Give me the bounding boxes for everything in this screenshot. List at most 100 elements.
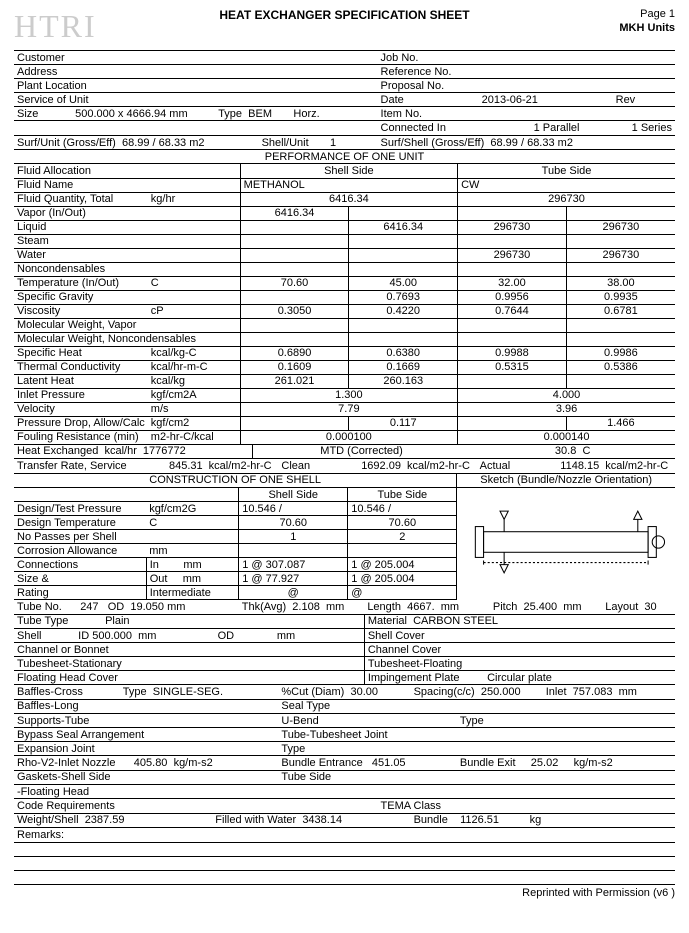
he-unit: kcal/hr [104,445,136,457]
out-label: Out [150,573,168,585]
thk-unit: mm [326,601,344,613]
layout-value: 30 [644,601,656,613]
customer-label: Customer [14,51,378,65]
tc-t-out: 0.5386 [566,360,675,374]
vel-t: 3.96 [458,402,675,416]
int-s: @ [239,586,348,600]
fr-t: 0.000140 [458,430,675,444]
mechanical-table: Tube Type Plain Material CARBON STEEL Sh… [14,615,675,686]
code-label: Code Requirements [14,799,378,813]
type-label2: Type [457,714,675,728]
surfshell-value: 68.99 / 68.33 m2 [490,137,573,149]
ws-value: 2387.59 [85,814,125,826]
sheet-title: HEAT EXCHANGER SPECIFICATION SHEET [14,8,675,22]
plant-label: Plant Location [14,79,378,93]
qty-label: Fluid Quantity, Total [14,192,148,206]
pd-t-calc: 1.466 [566,416,675,430]
bx-value: 25.02 [531,757,559,769]
imp-value: Circular plate [487,672,552,684]
water-label: Water [14,248,240,262]
water-t-in: 296730 [458,248,567,262]
tt-label: Tube Type [17,615,68,627]
units-label: MKH Units [619,22,675,34]
od-value: 19.050 [130,601,164,613]
size-row2: Connected In 1 Parallel 1 Series [14,121,675,135]
ts-float-label: Tubesheet-Floating [364,657,675,671]
type-value: BEM [248,108,272,120]
dt-label: Design Temperature [14,516,146,530]
dt-t: 70.60 [348,516,457,530]
lh-label: Latent Heat [14,374,148,388]
out-mm: mm [183,573,201,585]
ttj-label: Tube-Tubesheet Joint [278,728,675,742]
thk-value: 2.108 [292,601,320,613]
visc-label: Viscosity [14,304,148,318]
int-t: @ [348,586,457,600]
mwv-label: Molecular Weight, Vapor [14,318,240,332]
liquid-s-out: 6416.34 [349,220,458,234]
dt-s: 70.60 [239,516,348,530]
bc-type-value: SINGLE-SEG. [153,686,223,698]
footer-text: Reprinted with Permission (v6 ) [14,887,675,899]
lh-s-in: 261.021 [240,374,349,388]
sg-label: Specific Gravity [14,290,240,304]
propno-label: Proposal No. [378,79,675,93]
dtp-unit: kgf/cm2G [146,502,239,516]
alloc-label: Fluid Allocation [14,164,240,178]
lh-unit: kcal/kg [148,374,240,388]
vapor-t-in [458,206,567,220]
od-unit: mm [167,601,185,613]
shell-od-label: OD [218,630,235,642]
sh-label: Specific Heat [14,346,148,360]
conn-label: Connections [14,558,146,572]
int-label: Intermediate [146,586,239,600]
sh-t-in: 0.9988 [458,346,567,360]
series-value: 1 Series [632,122,672,134]
bc-cut-value: 30.00 [350,686,378,698]
refno-label: Reference No. [378,65,675,79]
mtd-label: MTD (Corrected) [252,445,470,459]
visc-t-in: 0.7644 [458,304,567,318]
np-s: 1 [239,530,348,544]
sh-s-out: 0.6380 [349,346,458,360]
size-label: Size [17,108,38,120]
tr-act: 1148.15 [530,459,603,473]
sketch-title: Sketch (Bundle/Nozzle Orientation) [457,474,675,488]
be-value: 451.05 [372,757,406,769]
vapor-s-out [349,206,458,220]
liquid-label: Liquid [14,220,240,234]
connin-label: Connected In [381,122,446,134]
in-t: 1 @ 205.004 [348,558,457,572]
tema-label: TEMA Class [378,799,675,813]
remarks-line2 [14,842,675,856]
he-value: 1776772 [140,445,252,459]
vapor-s-in: 6416.34 [240,206,349,220]
surfshell-label: Surf/Shell (Gross/Eff) [381,137,485,149]
mtd-unit: C [582,445,590,457]
surfunit-value: 68.99 / 68.33 m2 [122,137,205,149]
pitch-label: Pitch [493,601,517,613]
remarks-line4 [14,870,675,884]
shell-label: Shell [17,630,41,642]
shell-od-unit: mm [277,630,295,642]
remarks-table: Remarks: [14,828,675,885]
date-value: 2013-06-21 [444,93,576,107]
mtd-value: 30.8 [555,445,576,457]
performance-table: Fluid Allocation Shell Side Tube Side Fl… [14,164,675,445]
ip-label: Inlet Pressure [14,388,148,402]
shell-id-unit: mm [138,630,156,642]
bc-inlet-value: 757.083 [573,686,613,698]
fww-label: Filled with Water [215,814,296,826]
len-label: Length [367,601,401,613]
in-label: In [150,559,159,571]
qty-unit: kg/hr [148,192,240,206]
baffles-row: Baffles-Cross Type SINGLE-SEG. %Cut (Dia… [14,685,675,700]
tc-s-in: 0.1609 [240,360,349,374]
steam-label: Steam [14,234,240,248]
shell-cover-label: Shell Cover [364,629,675,643]
surfunit-label: Surf/Unit (Gross/Eff) [17,137,116,149]
ip-t: 4.000 [458,388,675,402]
shell-id-label: ID [78,630,89,642]
fluidname-tube: CW [458,178,675,192]
ws-label: Weight/Shell [17,814,79,826]
